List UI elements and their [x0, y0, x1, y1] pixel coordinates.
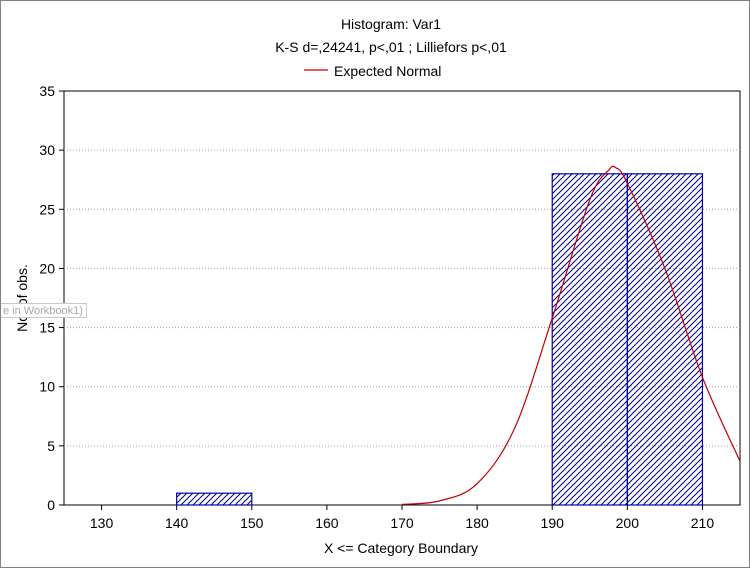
- y-axis-label: No. of obs.: [14, 264, 30, 332]
- y-tick-label-10: 10: [39, 379, 55, 395]
- x-tick-label-130: 130: [90, 515, 114, 531]
- x-axis-ticks: 130 140 150 160 170 180 190 200 210: [90, 505, 714, 531]
- y-tick-label-5: 5: [47, 438, 55, 454]
- x-tick-label-180: 180: [465, 515, 489, 531]
- histogram-bar-190-200: [551, 173, 628, 506]
- expected-normal-curve: [401, 165, 741, 506]
- histogram-bars: [176, 173, 704, 506]
- x-tick-label-140: 140: [165, 515, 189, 531]
- y-tick-label-25: 25: [39, 201, 55, 217]
- y-tick-label-0: 0: [47, 497, 55, 513]
- chart-title: Histogram: Var1: [341, 16, 441, 32]
- y-tick-label-30: 30: [39, 142, 55, 158]
- y-tick-label-15: 15: [39, 320, 55, 336]
- legend: Expected Normal: [304, 63, 441, 79]
- x-tick-label-210: 210: [691, 515, 715, 531]
- y-tick-label-20: 20: [39, 260, 55, 276]
- x-tick-label-160: 160: [315, 515, 339, 531]
- y-axis-ticks: 0 5 10 15 20 25 30 35: [39, 83, 64, 513]
- x-tick-label-170: 170: [390, 515, 414, 531]
- x-tick-label-150: 150: [240, 515, 264, 531]
- histogram-bar-140-150: [176, 492, 253, 506]
- x-tick-label-190: 190: [541, 515, 565, 531]
- y-tick-label-35: 35: [39, 83, 55, 99]
- histogram-bar-200-210: [626, 173, 704, 506]
- x-tick-label-200: 200: [616, 515, 640, 531]
- legend-label-expected-normal: Expected Normal: [334, 63, 441, 79]
- chart-subtitle: K-S d=,24241, p<,01 ; Lilliefors p<,01: [275, 39, 507, 55]
- workbook-tooltip-fragment: e in Workbook1): [1, 303, 87, 318]
- x-axis-label: X <= Category Boundary: [324, 540, 478, 556]
